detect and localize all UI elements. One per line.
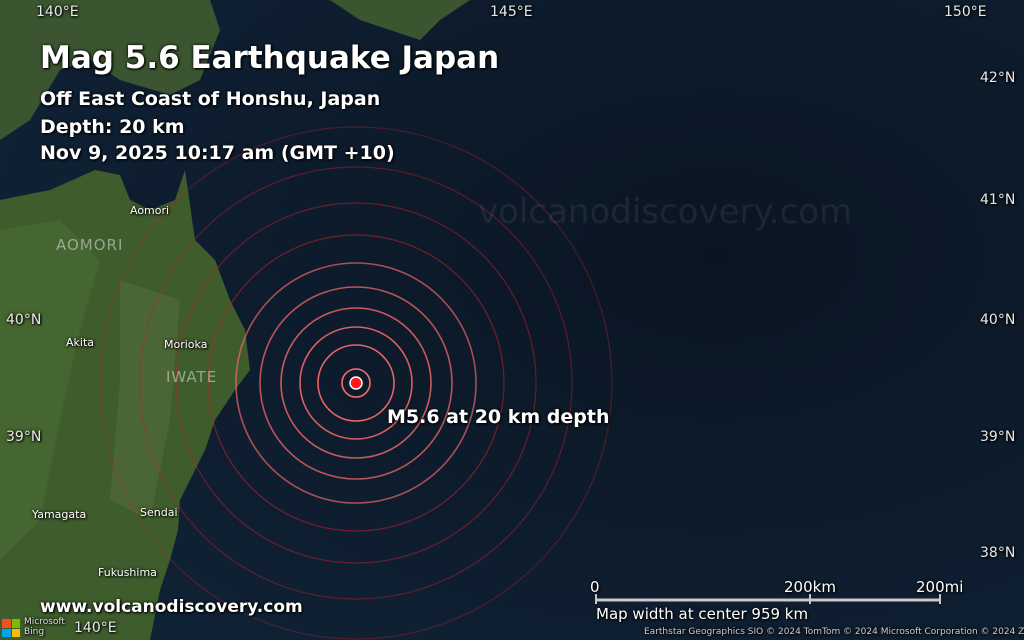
lat-label: 40°N (980, 312, 1016, 328)
intensity-ring (235, 262, 477, 504)
intensity-ring (139, 166, 573, 600)
intensity-ring (341, 368, 371, 398)
intensity-ring (99, 126, 613, 640)
intensity-ring (280, 307, 432, 459)
scale-km: 200km (784, 578, 836, 596)
lat-label: 41°N (980, 192, 1016, 208)
epicenter-label: M5.6 at 20 km depth (387, 406, 610, 428)
land-hokkaido (0, 0, 470, 140)
place-label: Sendai (140, 506, 178, 519)
lon-label: 140°E (36, 4, 79, 20)
lon-label: 150°E (944, 4, 987, 20)
lat-label: 40°N (6, 312, 42, 328)
place-label: Morioka (164, 338, 208, 351)
depth-text: Depth: 20 km (40, 116, 185, 138)
datetime-text: Nov 9, 2025 10:17 am (GMT +10) (40, 142, 395, 164)
region-label: IWATE (166, 368, 218, 386)
attribution: Earthstar Geographics SIO © 2024 TomTom … (644, 627, 1024, 637)
microsoft-logo-icon (2, 619, 20, 637)
place-label: Yamagata (32, 508, 87, 521)
scale-mi: 200mi (916, 578, 964, 596)
lat-label: 39°N (980, 429, 1016, 445)
intensity-ring (317, 344, 395, 422)
map-width-text: Map width at center 959 km (596, 605, 809, 623)
epicenter-marker (349, 376, 363, 390)
lat-label: 38°N (980, 545, 1016, 561)
intensity-ring (207, 234, 505, 532)
lat-label: 42°N (980, 70, 1016, 86)
lat-label: 39°N (6, 429, 42, 445)
lon-label: 140°E (74, 620, 117, 636)
intensity-ring (259, 286, 453, 480)
watermark: volcanodiscovery.com (478, 192, 853, 232)
lon-label: 145°E (490, 4, 533, 20)
place-label: Akita (66, 336, 95, 349)
intensity-ring (299, 326, 413, 440)
intensity-ring (175, 202, 537, 564)
site-link[interactable]: www.volcanodiscovery.com (40, 597, 303, 617)
place-label: Aomori (130, 204, 170, 217)
bing-logo-text: Microsoft Bing (24, 617, 65, 637)
intensity-rings (99, 126, 613, 640)
scale-zero: 0 (590, 578, 600, 596)
place-label: Fukushima (98, 566, 157, 579)
page-title: Mag 5.6 Earthquake Japan (40, 40, 500, 76)
location-text: Off East Coast of Honshu, Japan (40, 88, 381, 110)
region-label: AOMORI (56, 236, 124, 254)
